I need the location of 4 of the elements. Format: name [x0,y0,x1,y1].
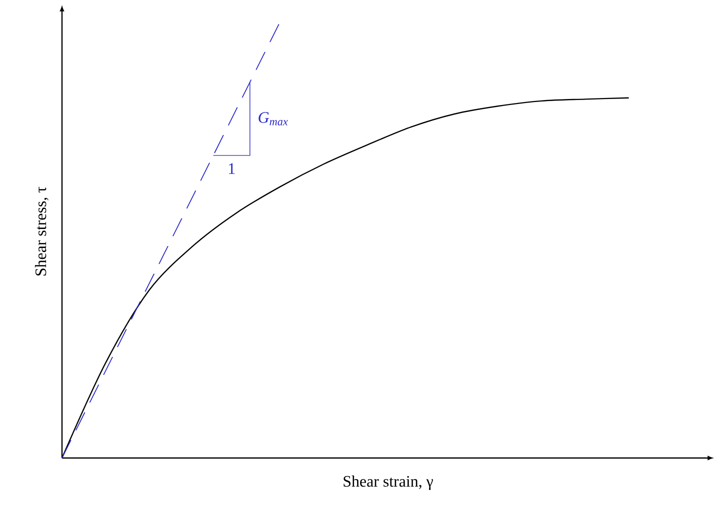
y-axis-title: Shear stress, τ [34,186,48,276]
x-axis-title: Shear strain, γ [344,476,433,490]
annotation: G$_{max}$ [258,112,288,126]
annotation: 1 [229,163,235,174]
